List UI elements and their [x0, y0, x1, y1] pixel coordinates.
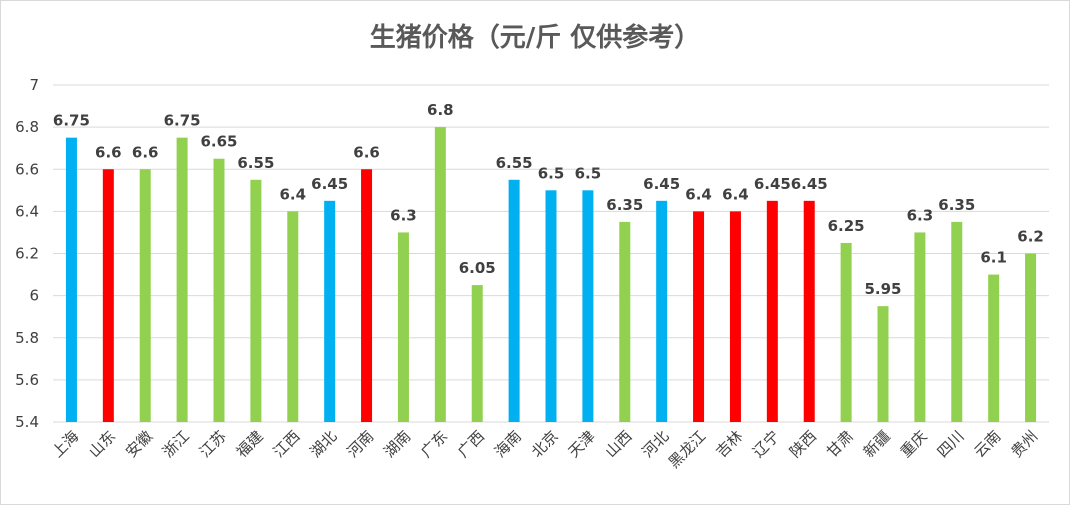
y-tick-label: 6.2	[15, 245, 39, 263]
bars	[65, 127, 1037, 422]
x-tick-label: 吉林	[712, 427, 746, 461]
x-axis: 上海 山东 安徽 浙江 江苏 福建 江西 湖北 河南 湖南 广东 广西 海南 北京 天津 山西 河北黑龙江 吉林辽…	[48, 427, 1041, 472]
y-tick-label: 5.8	[15, 329, 39, 347]
bar	[988, 274, 1000, 422]
bar	[287, 211, 299, 422]
chart-title: 生猪价格（元/斤 仅供参考）	[370, 22, 701, 53]
bar	[951, 221, 963, 422]
data-label: 6.45	[754, 175, 791, 193]
x-tick-label: 山东	[85, 427, 119, 461]
data-label: 6.25	[828, 217, 865, 235]
x-tick-label: 湖北	[307, 427, 341, 461]
x-tick-label: 海南	[491, 427, 525, 461]
y-tick-label: 6	[29, 287, 39, 305]
x-tick-label: 四川	[934, 427, 968, 461]
y-tick-label: 5.6	[15, 371, 39, 389]
y-tick-label: 6.6	[15, 160, 39, 178]
x-tick-label: 云南	[971, 427, 1005, 461]
y-tick-label: 6.4	[15, 202, 39, 220]
data-label: 6.45	[311, 175, 348, 193]
bar	[803, 200, 815, 422]
data-label: 6.3	[390, 206, 417, 224]
data-label: 6.65	[200, 133, 237, 151]
bar	[361, 169, 373, 422]
x-tick-label: 天津	[565, 427, 599, 461]
bar	[471, 285, 483, 422]
bar	[840, 242, 852, 422]
bar	[65, 137, 77, 422]
data-labels: 6.756.6 6.66.756.656.556.46.456.66.36.86.…	[53, 101, 1044, 298]
bar	[582, 190, 594, 422]
bar	[766, 200, 778, 422]
data-label: 6.75	[164, 112, 201, 130]
bar	[434, 127, 446, 422]
bar	[213, 158, 225, 422]
data-label: 6.35	[938, 196, 975, 214]
bar	[176, 137, 188, 422]
data-label: 6.4	[722, 185, 749, 203]
data-label: 6.55	[496, 154, 533, 172]
bar	[656, 200, 668, 422]
data-label: 6.5	[538, 164, 565, 182]
x-tick-label: 上海	[48, 427, 82, 461]
data-label: 6.75	[53, 112, 90, 130]
bar	[619, 221, 631, 422]
x-tick-label: 辽宁	[749, 427, 783, 461]
bar	[545, 190, 557, 422]
y-axis: 5.4 5.6 5.8 6 6.2 6.4 6.6 6.8 7	[15, 76, 39, 431]
data-label: 6.45	[643, 175, 680, 193]
data-label: 6.6	[353, 143, 380, 161]
x-tick-label: 贵州	[1007, 427, 1041, 461]
x-tick-label: 重庆	[897, 427, 931, 461]
x-tick-label: 甘肃	[823, 427, 857, 461]
x-tick-label: 浙江	[159, 427, 193, 461]
bar	[250, 179, 262, 422]
data-label: 6.3	[907, 206, 934, 224]
data-label: 6.55	[237, 154, 274, 172]
x-tick-label: 福建	[233, 427, 267, 461]
data-label: 6.8	[427, 101, 454, 119]
x-tick-label: 北京	[528, 427, 562, 461]
bar	[102, 169, 114, 422]
x-tick-label: 湖南	[380, 427, 414, 461]
x-tick-label: 江苏	[196, 427, 230, 461]
y-tick-label: 6.8	[15, 118, 39, 136]
bar	[914, 232, 926, 422]
x-tick-label: 广西	[454, 427, 488, 461]
data-label: 6.35	[606, 196, 643, 214]
bar	[1025, 253, 1037, 422]
bar	[139, 169, 151, 422]
x-tick-label: 山西	[602, 427, 636, 461]
x-tick-label: 河南	[343, 427, 377, 461]
bar	[324, 200, 336, 422]
data-label: 6.05	[459, 259, 496, 277]
bar	[877, 306, 889, 422]
y-tick-label: 5.4	[15, 413, 39, 431]
bar	[693, 211, 705, 422]
data-label: 6.5	[575, 164, 602, 182]
x-tick-label: 江西	[270, 427, 304, 461]
data-label: 6.45	[791, 175, 828, 193]
data-label: 6.2	[1017, 228, 1044, 246]
data-label: 5.95	[864, 280, 901, 298]
x-tick-label: 新疆	[860, 427, 894, 461]
bar	[729, 211, 741, 422]
data-label: 6.4	[279, 185, 306, 203]
data-label: 6.4	[685, 185, 712, 203]
data-label: 6.1	[980, 249, 1007, 267]
bar	[397, 232, 409, 422]
data-label: 6.6	[132, 143, 159, 161]
x-tick-label: 广东	[417, 427, 451, 461]
x-tick-label: 陕西	[786, 427, 820, 461]
x-tick-label: 黑龙江	[665, 427, 710, 472]
x-tick-label: 安徽	[122, 427, 156, 461]
data-label: 6.6	[95, 143, 122, 161]
y-tick-label: 7	[29, 76, 39, 94]
bar	[508, 179, 520, 422]
